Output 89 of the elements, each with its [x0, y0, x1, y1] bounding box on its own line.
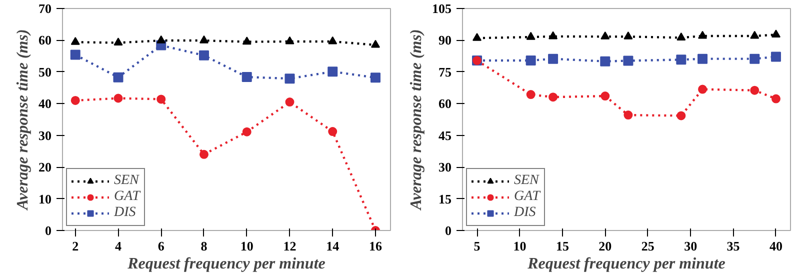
point [548, 31, 558, 40]
point [70, 37, 80, 45]
point [750, 86, 760, 95]
x-tick-label: 10 [513, 238, 526, 254]
point [526, 32, 536, 40]
point [600, 92, 610, 101]
point [623, 56, 634, 66]
point [242, 36, 252, 45]
point [328, 66, 338, 77]
y-tick-label: 70 [38, 1, 52, 16]
point [370, 40, 380, 48]
legend-label: SEN [114, 173, 139, 189]
point [771, 30, 780, 38]
x-tick-label: 6 [158, 238, 165, 254]
y-tick-label: 0 [445, 223, 452, 238]
x-tick-label: 30 [684, 238, 698, 254]
legend-label: DIS [114, 205, 136, 221]
x-tick-label: 35 [726, 238, 740, 254]
point [199, 35, 208, 44]
point [70, 96, 80, 105]
point [242, 72, 252, 82]
x-tick-label: 40 [769, 238, 782, 254]
point [600, 32, 610, 40]
y-tick-label: 45 [438, 128, 452, 143]
point [676, 32, 686, 40]
x-tick-label: 10 [240, 238, 254, 254]
x-tick-label: 2 [72, 238, 79, 254]
point [70, 50, 80, 60]
point [624, 110, 633, 120]
x-tick-label: 15 [556, 238, 570, 254]
point [624, 32, 633, 40]
point [750, 30, 760, 39]
point [676, 54, 686, 65]
y-tick-label: 30 [38, 128, 52, 143]
x-axis-title: Request frequency per minute [126, 256, 326, 272]
y-tick-label: 15 [438, 191, 452, 206]
x-tick-label: 16 [368, 238, 382, 254]
point [114, 94, 123, 103]
y-tick-label: 30 [438, 160, 452, 175]
point [199, 150, 208, 159]
point [284, 74, 295, 84]
point [114, 38, 123, 46]
point [750, 54, 760, 64]
point [526, 56, 536, 66]
legend-label: GAT [514, 189, 540, 205]
y-tick-label: 50 [38, 64, 52, 80]
x-axis-title: Request frequency per minute [526, 256, 726, 272]
point [600, 56, 610, 66]
x-tick-label: 12 [283, 238, 296, 254]
y-tick-label: 40 [38, 96, 52, 112]
legend-label: GAT [114, 189, 140, 205]
y-tick-label: 105 [432, 1, 452, 16]
point [328, 36, 338, 44]
y-tick-label: 60 [438, 96, 452, 112]
point [113, 72, 124, 82]
point [526, 90, 536, 100]
point [242, 127, 252, 136]
y-tick-label: 20 [38, 160, 52, 175]
x-tick-label: 8 [200, 238, 208, 254]
point [698, 84, 708, 94]
legend-label: DIS [514, 205, 536, 221]
y-tick-label: 90 [438, 32, 452, 48]
y-tick-label: 10 [38, 191, 52, 206]
x-tick-label: 25 [641, 238, 655, 254]
point [198, 50, 209, 60]
y-axis-title: Average response time (ms) [408, 29, 425, 211]
x-tick-label: 14 [326, 238, 340, 254]
point [771, 94, 780, 104]
point [548, 54, 558, 64]
point [370, 72, 380, 83]
y-axis-title: Average response time (ms) [14, 29, 32, 211]
point [676, 111, 686, 120]
point [472, 32, 482, 41]
x-tick-label: 5 [474, 238, 481, 254]
point [156, 35, 166, 44]
y-tick-label: 75 [438, 64, 452, 80]
y-tick-label: 60 [38, 32, 52, 48]
point [285, 98, 294, 107]
point [548, 92, 558, 102]
point [285, 36, 294, 44]
legend-label: SEN [514, 173, 539, 189]
x-tick-label: 4 [114, 238, 122, 254]
point [328, 127, 338, 136]
y-tick-label: 0 [45, 223, 52, 238]
point [156, 94, 166, 104]
point [770, 52, 781, 62]
x-tick-label: 20 [598, 238, 612, 254]
point [698, 54, 708, 64]
point [698, 30, 708, 39]
